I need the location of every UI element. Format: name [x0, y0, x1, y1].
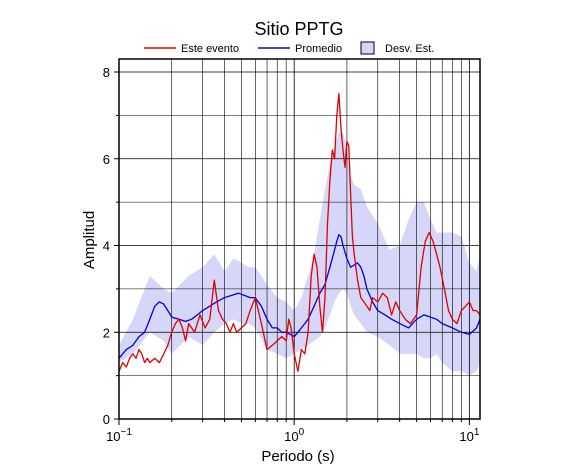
x-tick-label: 100 [284, 427, 304, 444]
y-tick-label: 6 [103, 152, 110, 167]
chart-title: Sitio PPTG [254, 19, 343, 39]
plot-area: 0 2 4 6 8 10−1 100 101 [103, 58, 481, 444]
series-band-desv-est [119, 132, 480, 376]
y-tick-label: 4 [103, 239, 110, 254]
legend-swatch-desv-est [360, 41, 375, 55]
x-tick-label: 101 [459, 427, 479, 444]
y-tick-label: 8 [103, 65, 110, 80]
y-tick-label: 0 [103, 412, 110, 427]
x-tick-label: 10−1 [106, 427, 132, 444]
legend-label-promedio: Promedio [295, 43, 342, 55]
legend-label-desv-est: Desv. Est. [385, 43, 434, 55]
x-axis-label: Periodo (s) [261, 448, 334, 465]
y-axis-label: Amplitud [81, 211, 98, 269]
legend-label-este-evento: Este evento [181, 43, 239, 55]
y-tick-label: 2 [103, 325, 110, 340]
series-line-este-evento [118, 93, 481, 372]
series-line-promedio [118, 234, 481, 359]
plot-frame [118, 58, 481, 420]
legend: Este evento Promedio Desv. Est. [144, 41, 434, 55]
